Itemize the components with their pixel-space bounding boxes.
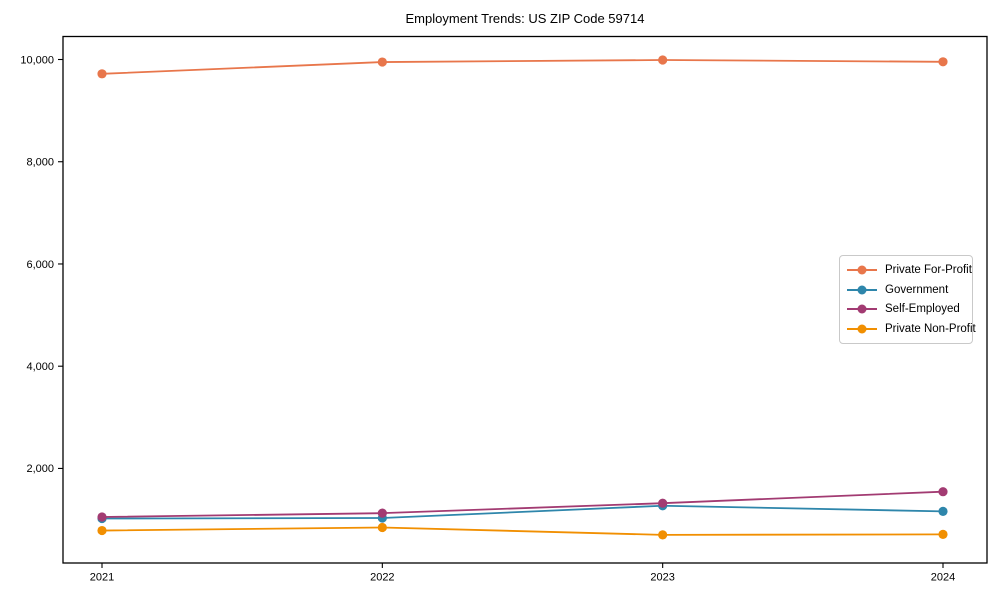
legend-label: Private For-Profit	[885, 263, 972, 276]
legend-line-dot-icon	[847, 304, 877, 314]
legend-item-self-employed: Self-Employed	[847, 300, 968, 319]
legend-line-dot-icon	[847, 285, 877, 295]
data-point-private-for-profit-2021	[97, 69, 107, 79]
series-line-self-employed	[101, 490, 944, 518]
data-point-self-employed-2021	[97, 512, 107, 522]
data-point-private-for-profit-2023	[658, 55, 668, 65]
x-tick-label: 2022	[370, 572, 394, 584]
data-point-private-for-profit-2024	[938, 57, 948, 67]
legend: Private For-Profit Government Self-Emplo…	[839, 255, 976, 344]
legend-item-private-non-profit: Private Non-Profit	[847, 320, 976, 339]
x-tick-label: 2024	[931, 572, 955, 584]
legend-item-government: Government	[847, 280, 968, 299]
legend-dot-icon	[857, 304, 867, 314]
y-tick-label: 8,000	[26, 157, 54, 169]
plot-border	[62, 35, 988, 564]
x-tick-label: 2021	[90, 572, 114, 584]
data-point-private-non-profit-2021	[97, 525, 107, 536]
data-point-private-for-profit-2022	[377, 57, 387, 67]
chart-title: Employment Trends: US ZIP Code 59714	[405, 11, 645, 26]
data-point-self-employed-2024	[938, 487, 948, 497]
y-tick-label: 6,000	[26, 259, 54, 271]
legend-dot-icon	[857, 324, 867, 334]
x-tick-label: 2023	[650, 572, 674, 584]
data-point-government-2024	[938, 506, 948, 516]
y-tick-label: 10,000	[20, 54, 54, 66]
series-line-government	[101, 504, 944, 520]
data-point-private-non-profit-2024	[938, 529, 948, 539]
legend-line-dot-icon	[847, 265, 877, 275]
y-tick-label: 2,000	[26, 463, 54, 475]
legend-label: Private Non-Profit	[885, 323, 976, 336]
series-line-private-for-profit	[101, 59, 944, 75]
legend-item-private-for-profit: Private For-Profit	[847, 260, 972, 279]
legend-dot-icon	[857, 285, 867, 295]
data-point-self-employed-2023	[658, 498, 668, 508]
legend-line-dot-icon	[847, 324, 877, 334]
data-point-private-non-profit-2023	[658, 530, 668, 540]
legend-label: Government	[885, 283, 949, 296]
series-line-private-non-profit	[101, 526, 944, 536]
legend-label: Self-Employed	[885, 303, 960, 316]
data-point-self-employed-2022	[377, 508, 387, 518]
legend-dot-icon	[857, 265, 867, 275]
data-point-private-non-profit-2022	[377, 522, 387, 533]
y-tick-label: 4,000	[26, 361, 54, 373]
